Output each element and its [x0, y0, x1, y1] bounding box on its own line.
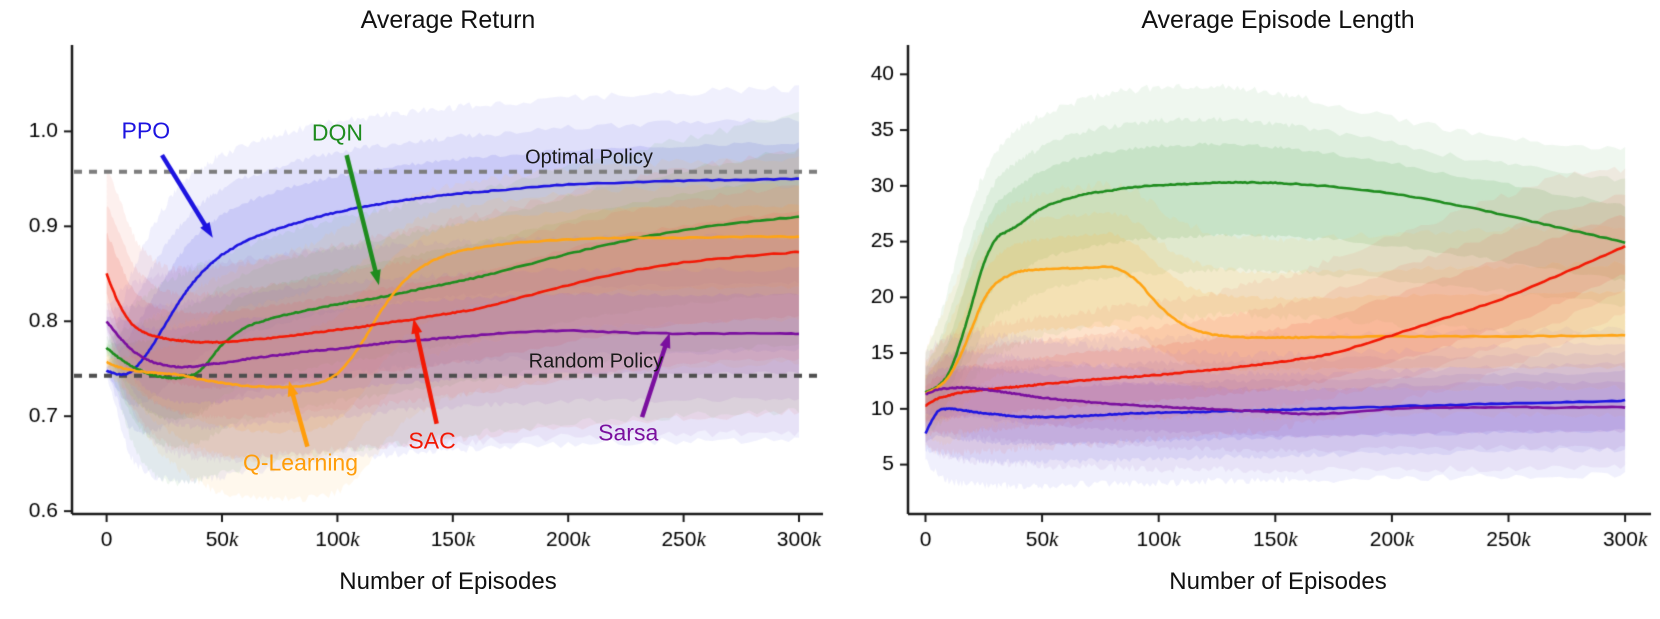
- annotation-dqn: DQN: [311, 119, 363, 146]
- chart-title-average-return: Average Return: [360, 6, 536, 34]
- panel-average-episode-length: Average Episode Length Number of Episode…: [830, 0, 1660, 619]
- annotation-q-learning: Q-Learning: [242, 449, 359, 476]
- average-episode-length-chart-canvas: [830, 0, 1660, 619]
- chart-title-average-episode-length: Average Episode Length: [1141, 6, 1415, 34]
- annotation-ppo: PPO: [121, 117, 171, 144]
- annotation-sac: SAC: [408, 427, 456, 454]
- random-policy-label: Random Policy: [528, 350, 664, 373]
- annotation-sarsa: Sarsa: [598, 419, 659, 446]
- x-axis-label-right: Number of Episodes: [1169, 568, 1387, 595]
- panel-average-return: Average Return Number of Episodes Optima…: [0, 0, 830, 619]
- optimal-policy-label: Optimal Policy: [525, 146, 653, 169]
- average-return-chart-canvas: [0, 0, 830, 619]
- x-axis-label-left: Number of Episodes: [339, 568, 557, 595]
